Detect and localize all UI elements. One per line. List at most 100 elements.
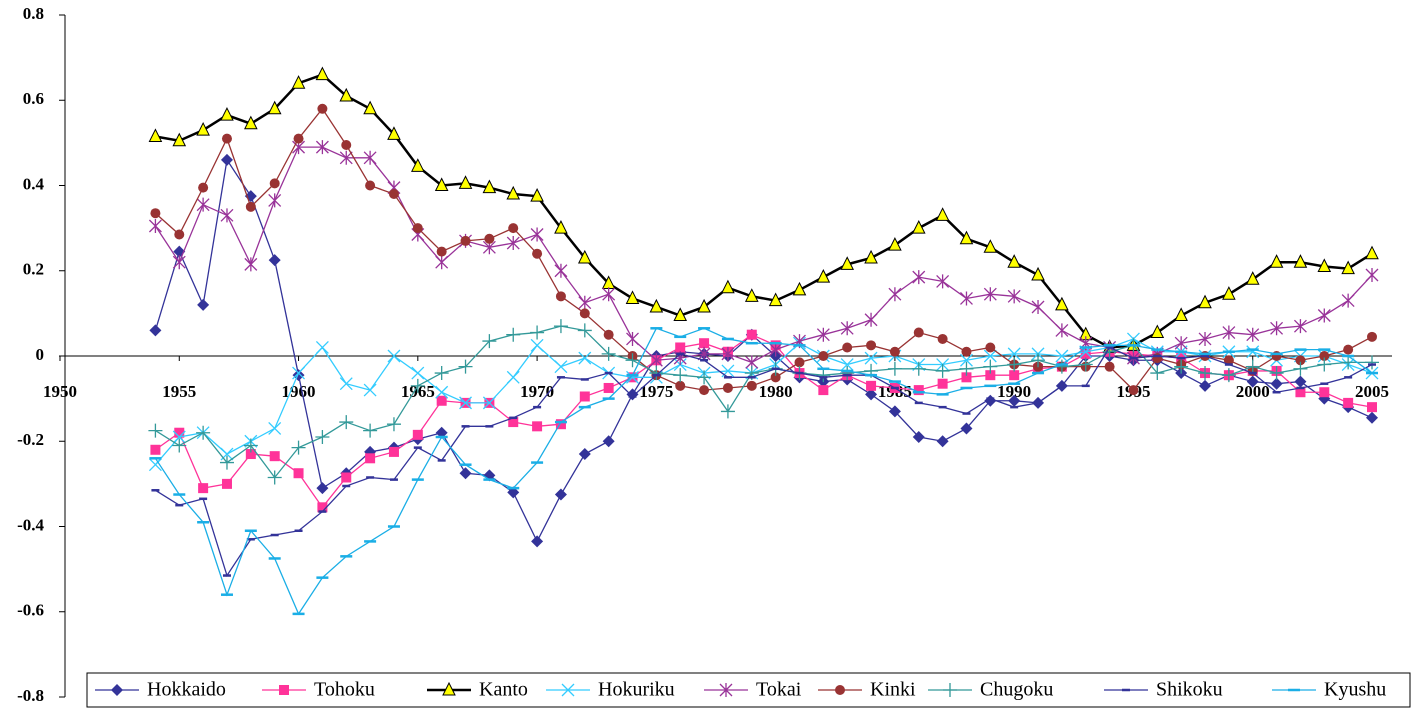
marker [506, 370, 520, 384]
marker [507, 486, 520, 499]
marker [722, 382, 733, 393]
series [148, 319, 1379, 485]
marker [840, 256, 855, 270]
marker [1341, 293, 1355, 308]
marker [1269, 254, 1284, 268]
series [151, 346, 1376, 578]
marker [935, 363, 950, 378]
marker [888, 237, 902, 251]
marker [388, 446, 399, 457]
legend-label: Hokkaido [147, 679, 226, 701]
marker [985, 370, 996, 381]
marker [1317, 258, 1332, 272]
marker [697, 298, 711, 313]
legend-marker [561, 683, 575, 697]
y-tick-label: 0.8 [23, 4, 44, 23]
marker [1246, 375, 1259, 388]
marker [172, 430, 186, 444]
marker [220, 208, 234, 223]
marker [508, 417, 519, 428]
marker [960, 353, 973, 367]
marker [435, 426, 448, 439]
marker [148, 218, 162, 233]
marker [1198, 331, 1212, 346]
series-line [155, 333, 1373, 509]
series-line [154, 146, 1373, 364]
marker [842, 342, 853, 353]
marker [293, 468, 304, 479]
marker [1294, 375, 1307, 388]
marker [675, 380, 686, 391]
marker [1343, 397, 1354, 408]
marker [1341, 355, 1356, 370]
series-line [155, 73, 1373, 349]
marker [363, 100, 377, 115]
marker [198, 182, 209, 193]
marker [1270, 377, 1283, 390]
marker [1295, 355, 1306, 366]
marker [220, 107, 234, 121]
marker [150, 444, 161, 455]
marker [985, 342, 996, 353]
marker [482, 334, 497, 349]
marker [363, 423, 378, 438]
marker [531, 535, 544, 548]
marker [1174, 307, 1188, 322]
marker [1319, 387, 1330, 398]
marker [554, 488, 567, 501]
marker [458, 175, 473, 189]
marker [888, 405, 901, 418]
marker [864, 351, 878, 365]
series [149, 327, 1378, 616]
y-tick-label: 0.4 [23, 174, 45, 193]
marker [267, 100, 282, 115]
marker [1245, 271, 1260, 285]
marker [434, 177, 449, 191]
marker [530, 227, 544, 242]
marker [960, 291, 973, 306]
marker [983, 287, 997, 302]
marker [386, 417, 401, 432]
marker [1007, 254, 1021, 268]
marker [720, 404, 735, 419]
marker [959, 230, 974, 245]
marker [1080, 348, 1091, 359]
marker [198, 483, 209, 494]
marker [553, 319, 568, 334]
marker [840, 321, 854, 336]
series [148, 66, 1379, 353]
marker [649, 353, 663, 368]
marker [578, 351, 592, 365]
marker [1150, 366, 1165, 381]
marker [864, 249, 878, 264]
marker [150, 208, 161, 219]
x-tick-label: 1975 [639, 382, 673, 401]
marker [1317, 308, 1331, 323]
marker [221, 478, 232, 489]
marker [1367, 331, 1377, 342]
marker [1007, 347, 1021, 361]
marker [649, 366, 664, 381]
marker [913, 327, 924, 338]
marker [1031, 353, 1046, 368]
marker [1031, 299, 1045, 314]
marker [697, 370, 712, 385]
legend-marker [442, 681, 456, 696]
marker [649, 298, 664, 313]
marker [435, 255, 449, 270]
marker [794, 357, 805, 368]
marker [506, 236, 520, 251]
marker [911, 220, 926, 234]
marker [268, 254, 281, 267]
marker [244, 257, 258, 272]
marker [316, 482, 329, 495]
marker [721, 346, 735, 361]
marker [937, 378, 948, 389]
marker [1055, 296, 1069, 311]
marker [434, 366, 449, 381]
marker [816, 269, 831, 283]
marker [291, 75, 306, 89]
marker [1150, 324, 1165, 339]
marker [436, 395, 447, 406]
marker [292, 366, 306, 380]
